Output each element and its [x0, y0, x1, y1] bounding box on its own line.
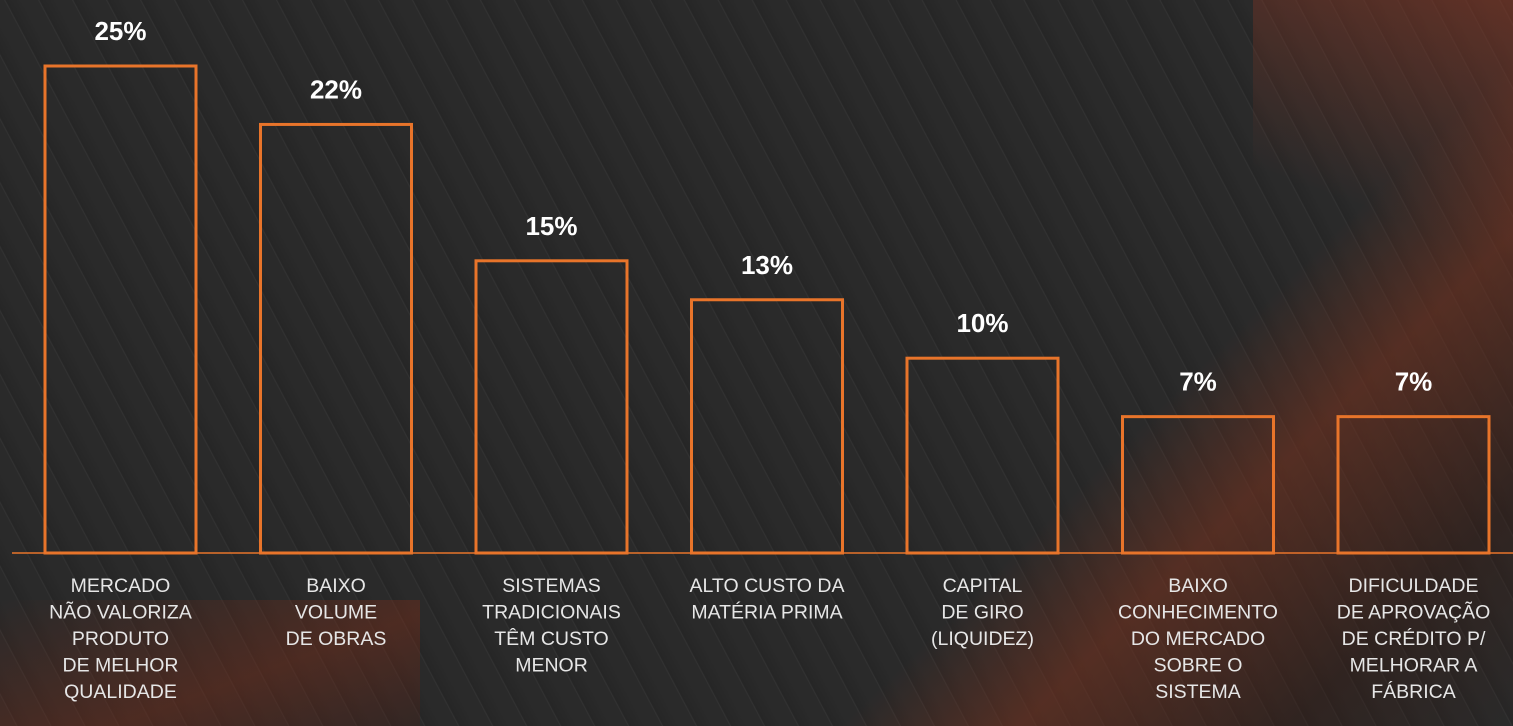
category-label-line: CONHECIMENTO — [1118, 602, 1278, 624]
category-label-line: SISTEMA — [1155, 681, 1241, 703]
bar-value-label: 10% — [956, 308, 1008, 338]
category-label-line: SOBRE O — [1154, 655, 1243, 677]
category-label-line: DE CRÉDITO P/ — [1342, 627, 1486, 650]
bar — [690, 298, 844, 555]
bar — [1336, 415, 1491, 555]
category-label-line: TÊM CUSTO — [494, 627, 608, 650]
category-label-line: VOLUME — [295, 602, 377, 624]
bar-value-label: 22% — [310, 74, 362, 104]
category-label-line: MENOR — [515, 655, 588, 677]
category-label-line: CAPITAL — [943, 575, 1023, 597]
category-label-line: NÃO VALORIZA — [49, 600, 192, 624]
category-label-line: TRADICIONAIS — [482, 602, 621, 624]
category-label: SISTEMAS TRADICIONAIS TÊM CUSTO MENOR — [482, 575, 621, 677]
background-accent — [0, 600, 420, 726]
bar-value-label: 25% — [94, 16, 146, 46]
category-label-line: MERCADO — [71, 575, 171, 597]
bar-value-label: 13% — [741, 250, 793, 280]
category-label: ALTO CUSTO DA MATÉRIA PRIMA — [690, 575, 845, 624]
category-label-line: FÁBRICA — [1371, 680, 1456, 703]
category-label-line: DE GIRO — [941, 602, 1023, 624]
category-label-line: DE APROVAÇÃO — [1337, 600, 1491, 624]
category-label: BAIXO CONHECIMENTO DO MERCADO SOBRE O SISTEM… — [1118, 575, 1278, 703]
category-label-line: (LIQUIDEZ) — [931, 628, 1034, 650]
category-label-line: DE OBRAS — [286, 628, 387, 650]
category-label-line: ALTO CUSTO DA — [690, 575, 845, 597]
category-label-line: SISTEMAS — [502, 575, 601, 597]
category-label-line: MELHORAR A — [1350, 655, 1478, 677]
bar-value-label: 15% — [525, 211, 577, 241]
category-label-line: DO MERCADO — [1131, 628, 1265, 650]
category-label-line: DIFICULDADE — [1348, 575, 1478, 597]
category-label: MERCADO NÃO VALORIZA PRODUTO DE MELHOR QUALI… — [49, 575, 192, 703]
bar-value-label: 7% — [1179, 367, 1217, 397]
category-label-line: QUALIDADE — [64, 681, 177, 703]
category-label-line: BAIXO — [1168, 575, 1228, 597]
bar — [474, 259, 629, 555]
category-label-line: PRODUTO — [72, 628, 169, 650]
bar — [905, 356, 1060, 555]
category-label-line: BAIXO — [306, 575, 366, 597]
category-label-line: DE MELHOR — [63, 655, 179, 677]
bar — [43, 64, 198, 555]
bar — [1121, 415, 1275, 555]
background-accent — [1253, 0, 1513, 280]
bar-value-label: 7% — [1395, 367, 1433, 397]
bar — [259, 122, 413, 555]
category-label: DIFICULDADE DE APROVAÇÃO DE CRÉDITO P/MELH… — [1337, 575, 1491, 703]
category-label: CAPITAL DE GIRO (LIQUIDEZ) — [931, 575, 1034, 650]
category-label: BAIXO VOLUME DE OBRAS — [286, 575, 387, 650]
category-label-line: MATÉRIA PRIMA — [691, 601, 842, 624]
